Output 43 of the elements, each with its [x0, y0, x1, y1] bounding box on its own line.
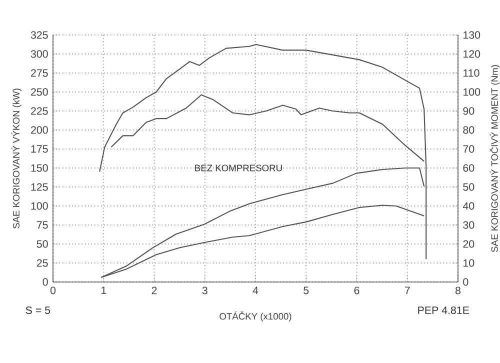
y2-tick-label: 130	[464, 31, 480, 39]
y-tick-label: 150	[31, 164, 48, 172]
text: PEP 4.81E	[418, 306, 470, 314]
y-tick-label: 125	[31, 183, 48, 191]
y2-axis-title: SAE KORIGOVANÝ TOČIVÝ MOMENT (Nm)	[490, 65, 500, 252]
y2-tick-label: 60	[463, 164, 474, 172]
y-tick-label: 100	[31, 202, 48, 210]
y2-tick-label: 80	[463, 126, 474, 134]
y2-tick-label: 50	[463, 183, 474, 191]
y-tick-label: 225	[31, 107, 48, 115]
x-tick-label: 5	[304, 286, 309, 294]
x-tick-label: 7	[404, 286, 410, 294]
y-tick-label: 50	[36, 240, 48, 248]
y-tick-label: 275	[31, 69, 48, 77]
annotation: BEZ KOMPRESORU	[195, 164, 282, 172]
y-tick-label: 300	[30, 50, 48, 58]
x-tick-label: 4	[252, 286, 258, 294]
y2-tick-label: 120	[464, 50, 480, 58]
y-tick-label: 25	[36, 259, 48, 267]
y-tick-label: 75	[36, 221, 48, 229]
x-tick-label: 3	[202, 286, 208, 294]
x-tick-label: 1	[101, 286, 106, 294]
y2-tick-label: 40	[462, 202, 474, 210]
y2-tick-label: 20	[463, 240, 474, 248]
y2-tick-label: 0	[463, 278, 468, 286]
x-tick-label: 0	[50, 286, 56, 294]
y2-tick-label: 100	[464, 88, 480, 96]
y-tick-label: 325	[30, 31, 48, 39]
y-tick-label: 0	[42, 278, 48, 286]
y2-tick-label: 110	[464, 69, 480, 77]
x-tick-label: 8	[455, 286, 460, 294]
y2-tick-label: 70	[463, 145, 474, 153]
y-tick-label: 250	[31, 88, 48, 96]
y2-tick-label: 90	[463, 107, 474, 115]
x-tick-label: 2	[152, 286, 157, 294]
y-tick-label: 200	[31, 126, 48, 134]
y-tick-label: 175	[31, 145, 48, 153]
text: S = 5	[26, 306, 50, 314]
y-axis-title: SAE KORIGOVANÝ VÝKON (kW)	[11, 88, 22, 229]
y2-tick-label: 10	[464, 259, 474, 267]
y2-tick-label: 30	[463, 221, 474, 229]
x-axis-title: OTÁČKY (x1000)	[220, 311, 292, 322]
x-tick-label: 6	[354, 286, 360, 294]
